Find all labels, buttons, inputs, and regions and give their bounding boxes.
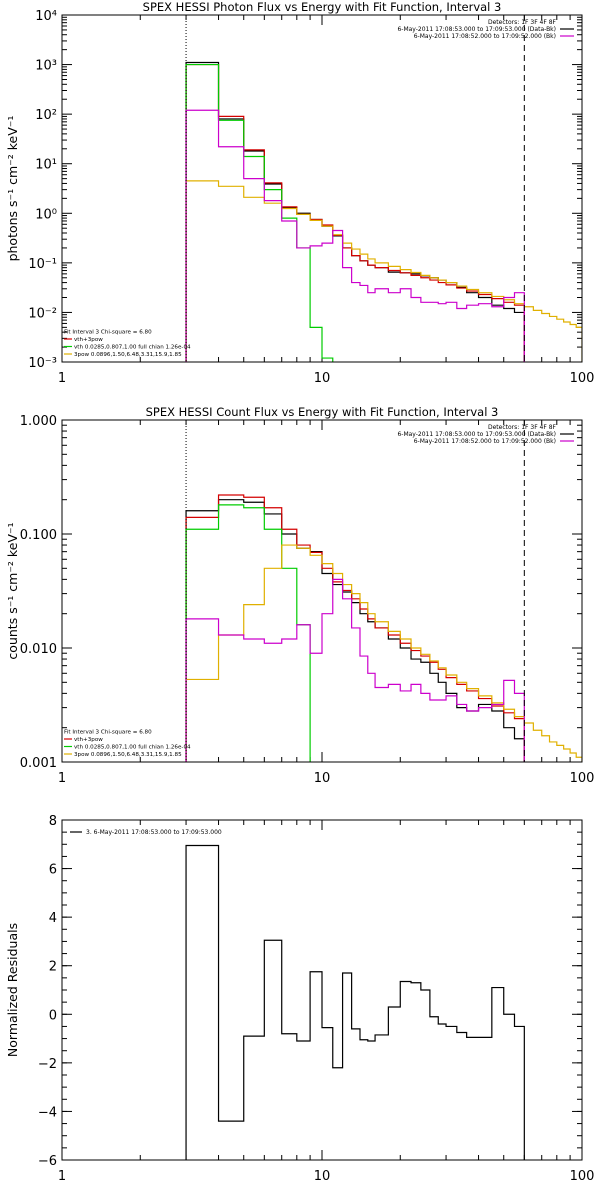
y-tick-label: 0.100 xyxy=(20,528,57,543)
legend-bottom-entry: vth 0.0285,0.807,1.00 full chian 1.26e-0… xyxy=(74,745,191,751)
data-series-2 xyxy=(185,63,525,362)
data-series-1 xyxy=(185,499,525,762)
legend-top-entry: Detectors: 1F 3F 4F 8F xyxy=(488,424,557,431)
y-tick-label: 6 xyxy=(49,863,57,878)
x-tick-label: 1 xyxy=(58,371,66,386)
y-tick-label: 8 xyxy=(49,814,57,829)
y-tick-label: 10³ xyxy=(35,59,57,74)
y-tick-label: −2 xyxy=(38,1057,57,1072)
legend-bottom-entry: Fit Interval 3 Chi-square = 6.80 xyxy=(64,730,152,736)
chart-title: SPEX HESSI Photon Flux vs Energy with Fi… xyxy=(143,0,502,14)
x-tick-label: 100 xyxy=(570,771,595,786)
y-tick-label: 1.000 xyxy=(20,414,57,429)
data-series-3 xyxy=(185,63,334,362)
legend-top-entry: 6-May-2011 17:08:53.000 to 17:09:53.000 … xyxy=(397,431,556,438)
x-tick-label: 10 xyxy=(314,371,331,386)
legend-bottom-entry: vth+3pow xyxy=(74,337,103,343)
y-tick-label: 10⁻¹ xyxy=(28,257,57,272)
plot-frame xyxy=(61,14,583,363)
data-series-1 xyxy=(185,61,525,362)
y-tick-label: 10² xyxy=(35,108,57,123)
data-series-3 xyxy=(185,504,311,762)
legend-bottom-entry: 3pow 0.0896,1.50,6.48,3.31,15.9,1.85 xyxy=(74,352,182,358)
chart-title: SPEX HESSI Count Flux vs Energy with Fit… xyxy=(146,405,499,419)
data-series-4 xyxy=(185,180,582,362)
y-axis-label: counts s⁻¹ cm⁻² keV⁻¹ xyxy=(5,522,20,659)
y-tick-label: 2 xyxy=(49,960,57,975)
data-series-4 xyxy=(185,544,582,762)
legend-bottom-entry: Fit Interval 3 Chi-square = 6.80 xyxy=(64,330,152,336)
y-tick-label: 10¹ xyxy=(35,158,57,173)
legend-top-entry: 6-May-2011 17:08:53.000 to 17:09:53.000 … xyxy=(397,26,556,33)
x-tick-label: 1 xyxy=(58,771,66,786)
x-tick-label: 10 xyxy=(314,771,331,786)
data-series-1 xyxy=(185,844,525,1160)
legend-top-entry: 3. 6-May-2011 17:08:53.000 to 17:09:53.0… xyxy=(86,829,222,836)
y-tick-label: 10⁻² xyxy=(28,306,57,321)
data-series-2 xyxy=(185,494,525,762)
x-tick-label: 100 xyxy=(570,371,595,386)
legend-top-entry: 6-May-2011 17:08:52.000 to 17:09:52.000 … xyxy=(414,33,556,40)
y-tick-label: 10⁻³ xyxy=(28,356,57,371)
chart-panel-2: SPEX HESSI Count Flux vs Energy with Fit… xyxy=(5,405,594,786)
y-tick-label: 4 xyxy=(49,911,57,926)
x-tick-label: 100 xyxy=(570,1169,595,1184)
y-axis-label: Normalized Residuals xyxy=(5,923,20,1057)
y-tick-label: 0 xyxy=(49,1008,57,1023)
plot-frame xyxy=(61,819,583,1161)
data-series-5 xyxy=(185,109,525,362)
y-tick-label: 0.001 xyxy=(20,756,57,771)
y-tick-label: 10⁰ xyxy=(35,207,57,222)
legend-bottom-entry: vth+3pow xyxy=(74,737,103,743)
y-tick-label: 10⁴ xyxy=(35,9,57,24)
y-tick-label: 0.010 xyxy=(20,642,57,657)
data-series-5 xyxy=(185,578,525,762)
y-tick-label: −6 xyxy=(38,1154,57,1169)
y-axis-label: photons s⁻¹ cm⁻² keV⁻¹ xyxy=(5,116,20,262)
chart-panel-1: SPEX HESSI Photon Flux vs Energy with Fi… xyxy=(5,0,594,386)
legend-top-entry: Detectors: 1F 3F 4F 8F xyxy=(488,19,557,26)
x-tick-label: 10 xyxy=(314,1169,331,1184)
legend-bottom-entry: vth 0.0285,0.807,1.00 full chian 1.26e-0… xyxy=(74,345,191,351)
y-tick-label: −4 xyxy=(38,1105,57,1120)
chart-panel-3: Normalized Residuals 1 10 100 −6 −4 −2 0 2 4 6 8 3. … xyxy=(5,814,594,1184)
legend-top-entry: 6-May-2011 17:08:52.000 to 17:09:52.000 … xyxy=(414,438,556,445)
x-tick-label: 1 xyxy=(58,1169,66,1184)
legend-bottom-entry: 3pow 0.0896,1.50,6.48,3.31,15.9,1.85 xyxy=(74,752,182,758)
plot-frame xyxy=(61,419,583,763)
